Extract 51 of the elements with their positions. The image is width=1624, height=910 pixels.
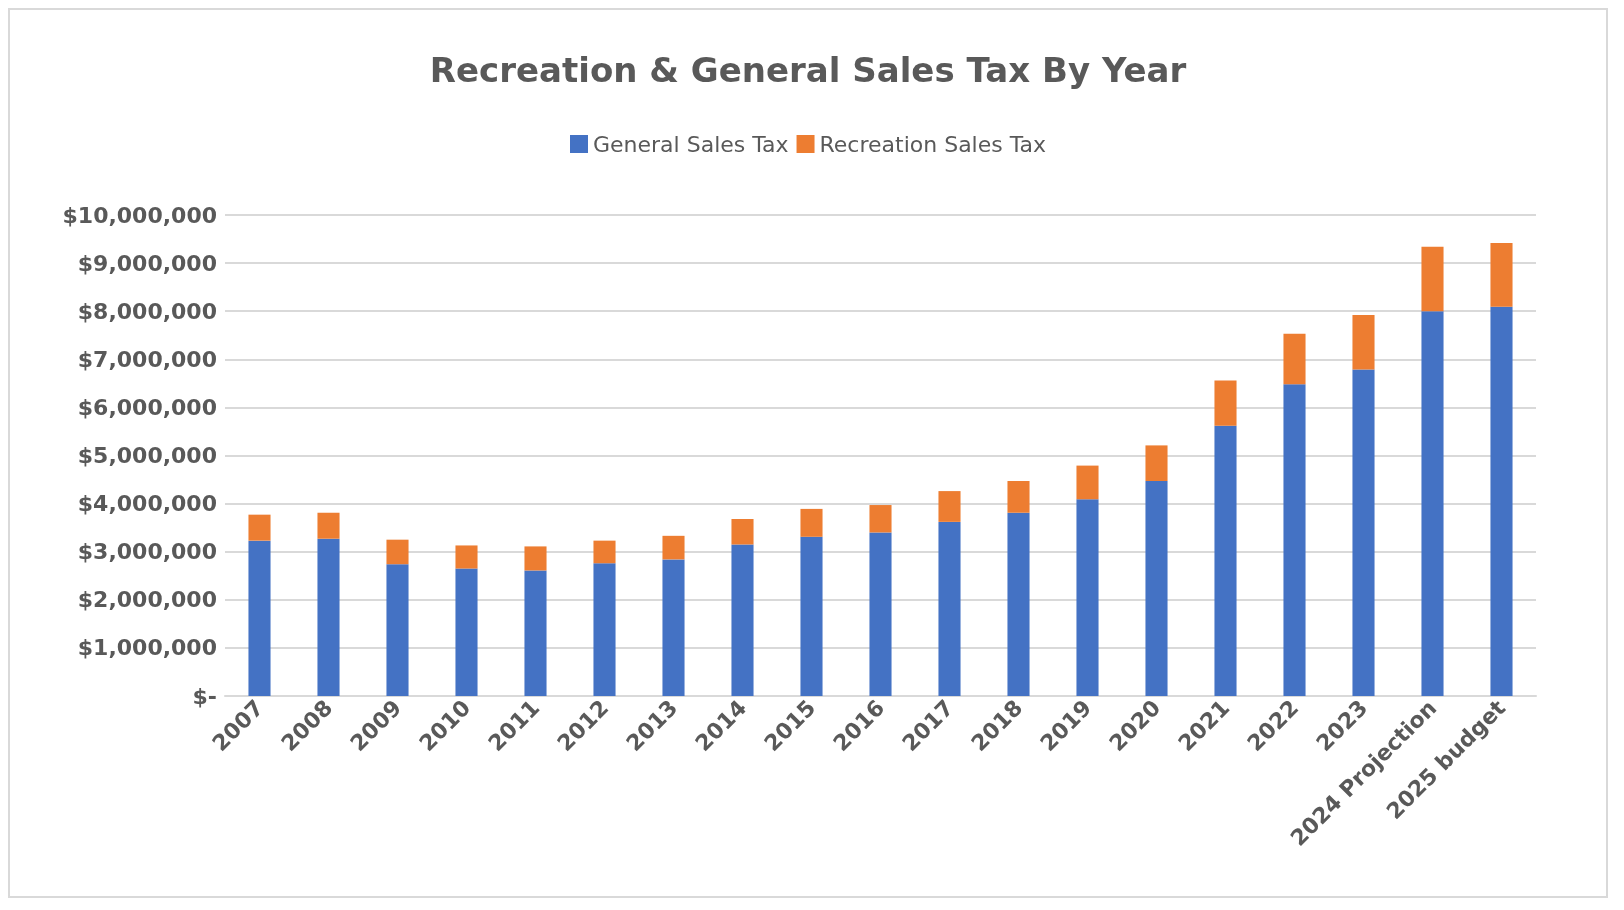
- bar: [1007, 512, 1030, 696]
- bar: [1283, 333, 1306, 385]
- y-tick-label: $5,000,000: [77, 443, 217, 468]
- bar: [1214, 425, 1237, 696]
- bar: [248, 540, 271, 696]
- bar: [662, 535, 685, 560]
- bar: [731, 544, 754, 696]
- y-tick-label: $1,000,000: [77, 635, 217, 661]
- bar: [455, 568, 478, 696]
- bar: [1076, 465, 1099, 500]
- bar: [1352, 315, 1375, 370]
- bar: [1421, 311, 1444, 696]
- bar: [593, 540, 616, 564]
- legend-label: Recreation Sales Tax: [819, 131, 1047, 157]
- bar: [1145, 480, 1168, 696]
- bar: [1145, 445, 1168, 481]
- bar: [869, 505, 892, 533]
- bar: [1352, 369, 1375, 696]
- bar: [593, 563, 616, 696]
- y-tick-label: $7,000,000: [77, 346, 217, 372]
- bar: [317, 512, 340, 539]
- bar: [938, 521, 961, 696]
- bar: [386, 539, 409, 565]
- bar: [1490, 306, 1513, 696]
- y-tick-label: $2,000,000: [77, 587, 217, 613]
- y-tick-label: $3,000,000: [77, 539, 217, 565]
- bar: [662, 559, 685, 696]
- bar: [1076, 499, 1099, 696]
- bar: [455, 545, 478, 569]
- bar: [1214, 380, 1237, 426]
- bar: [1007, 480, 1030, 513]
- bar: [1421, 246, 1444, 312]
- chart-title: Recreation & General Sales Tax By Year: [429, 50, 1187, 90]
- legend-label: General Sales Tax: [592, 131, 789, 157]
- bar: [1283, 384, 1306, 696]
- bar: [800, 536, 823, 696]
- bar: [938, 491, 961, 522]
- bar: [524, 546, 547, 571]
- y-tick-label: $10,000,000: [62, 202, 217, 228]
- bar: [386, 564, 409, 696]
- bar: [869, 532, 892, 696]
- y-tick-label: $9,000,000: [77, 250, 217, 276]
- bar: [248, 514, 271, 541]
- y-tick-label: $4,000,000: [77, 491, 217, 517]
- bar: [317, 538, 340, 696]
- y-tick-label: $8,000,000: [77, 298, 217, 324]
- bar: [800, 508, 823, 537]
- bar: [1490, 242, 1513, 307]
- bar: [731, 518, 754, 545]
- y-tick-label: $6,000,000: [77, 394, 217, 420]
- bar: [524, 570, 547, 696]
